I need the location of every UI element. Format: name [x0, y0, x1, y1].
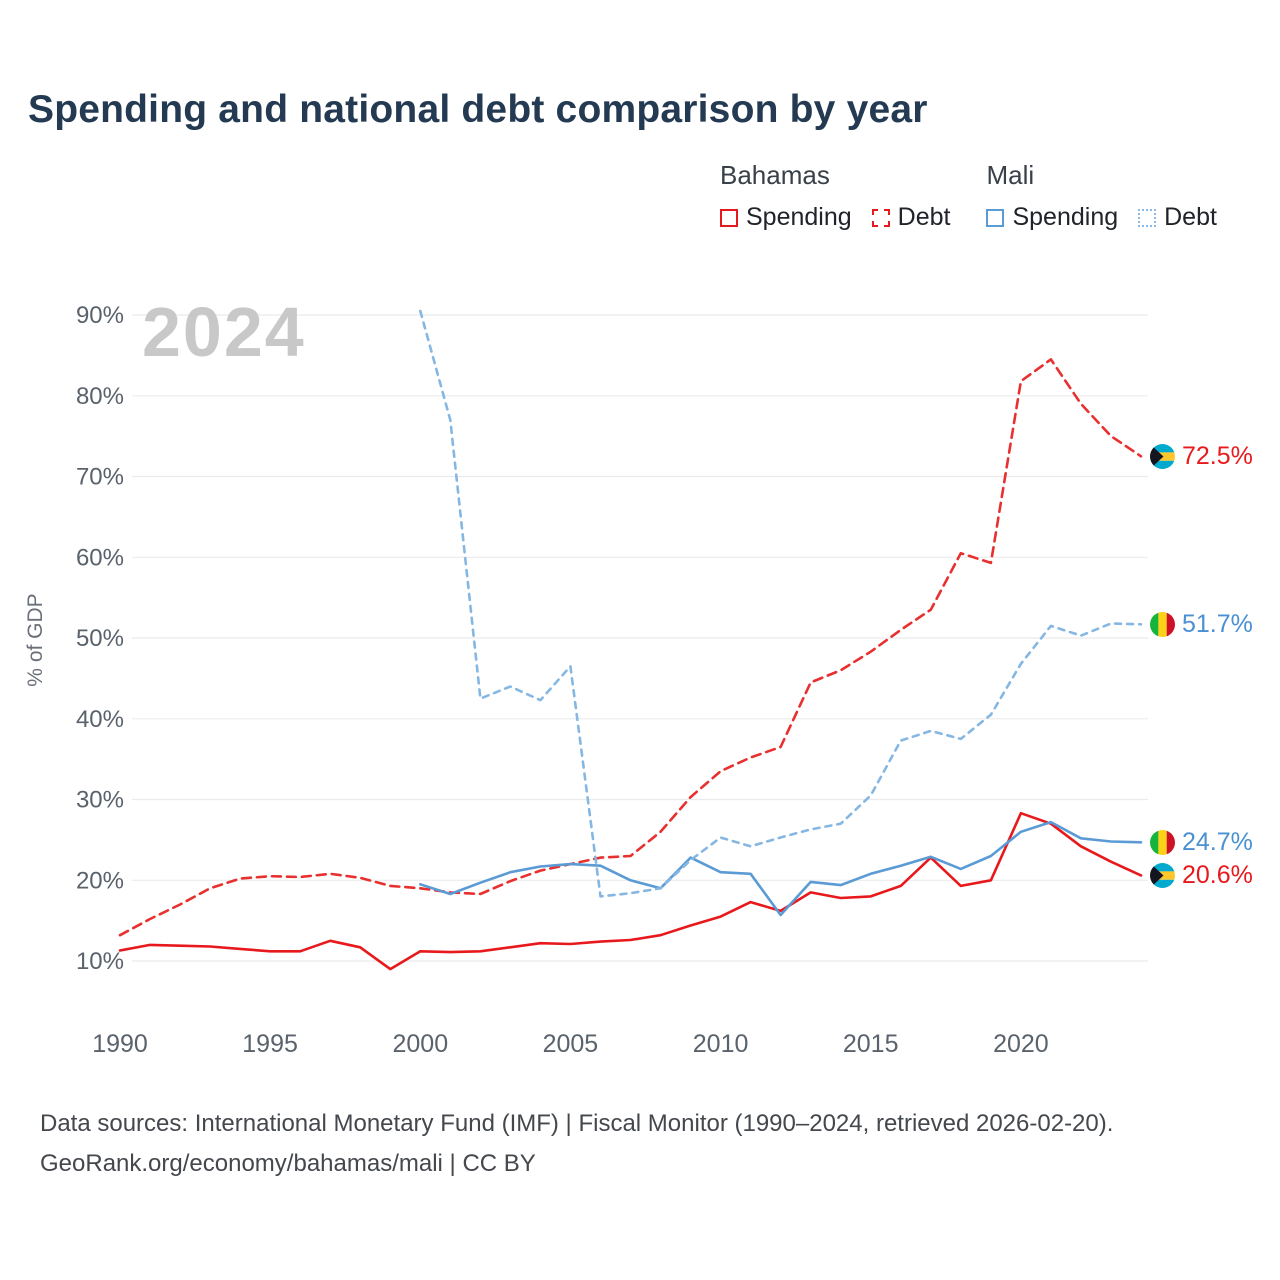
- legend-items-mali: Spending Debt: [986, 203, 1217, 232]
- y-tick-label: 10%: [76, 948, 124, 975]
- chart-title: Spending and national debt comparison by…: [28, 88, 928, 131]
- y-tick-label: 80%: [76, 383, 124, 410]
- data-sources-line: Data sources: International Monetary Fun…: [40, 1110, 1114, 1137]
- y-tick-label: 70%: [76, 464, 124, 491]
- series-line-mali_spending: [418, 820, 1143, 917]
- attribution-line: GeoRank.org/economy/bahamas/mali | CC BY: [40, 1150, 536, 1177]
- x-tick-label: 2015: [843, 1030, 899, 1058]
- bahamas-debt-swatch-icon: [871, 208, 890, 227]
- series-line-bahamas_spending: [118, 811, 1143, 971]
- legend-item-label: Debt: [897, 203, 951, 231]
- chart-watermark: 2024: [142, 293, 306, 371]
- legend-group-bahamas: Bahamas Spending Debt: [720, 160, 950, 232]
- y-tick-label: 90%: [76, 302, 124, 329]
- x-tick-label: 1990: [92, 1030, 148, 1058]
- legend-items-bahamas: Spending Debt: [720, 203, 950, 232]
- y-tick-label: 40%: [76, 706, 124, 733]
- legend-group-mali: Mali Spending Debt: [986, 160, 1217, 232]
- bahamas-spending-swatch-icon: [720, 208, 738, 227]
- x-tick-label: 2020: [993, 1030, 1049, 1058]
- legend-item-bahamas-debt: Debt: [871, 203, 951, 232]
- legend-country-mali: Mali: [986, 160, 1035, 190]
- x-tick-label: 2010: [693, 1030, 749, 1058]
- legend-item-label: Spending: [746, 203, 852, 231]
- footer: Data sources: International Monetary Fun…: [40, 1104, 1113, 1184]
- series-line-mali_debt: [418, 309, 1143, 898]
- mali-spending-swatch-icon: [986, 208, 1005, 227]
- x-tick-label: 2000: [392, 1030, 448, 1058]
- y-tick-label: 60%: [76, 544, 124, 571]
- y-tick-label: 50%: [76, 625, 124, 652]
- legend-item-label: Spending: [1012, 203, 1119, 231]
- legend-item-label: Debt: [1164, 203, 1217, 231]
- x-tick-label: 2005: [543, 1030, 599, 1058]
- y-tick-label: 30%: [76, 787, 124, 814]
- legend-country-bahamas: Bahamas: [720, 160, 830, 190]
- legend-item-mali-spending: Spending: [986, 203, 1118, 232]
- y-tick-label: 20%: [76, 867, 124, 894]
- legend-item-bahamas-spending: Spending: [720, 203, 852, 232]
- x-tick-label: 1995: [242, 1030, 298, 1058]
- y-axis-title: % of GDP: [24, 593, 47, 686]
- legend-item-mali-debt: Debt: [1138, 203, 1217, 232]
- legend: Bahamas Spending Debt Mali Spending: [720, 160, 1217, 232]
- series-line-bahamas_debt: [118, 358, 1143, 937]
- mali-debt-swatch-icon: [1138, 208, 1157, 227]
